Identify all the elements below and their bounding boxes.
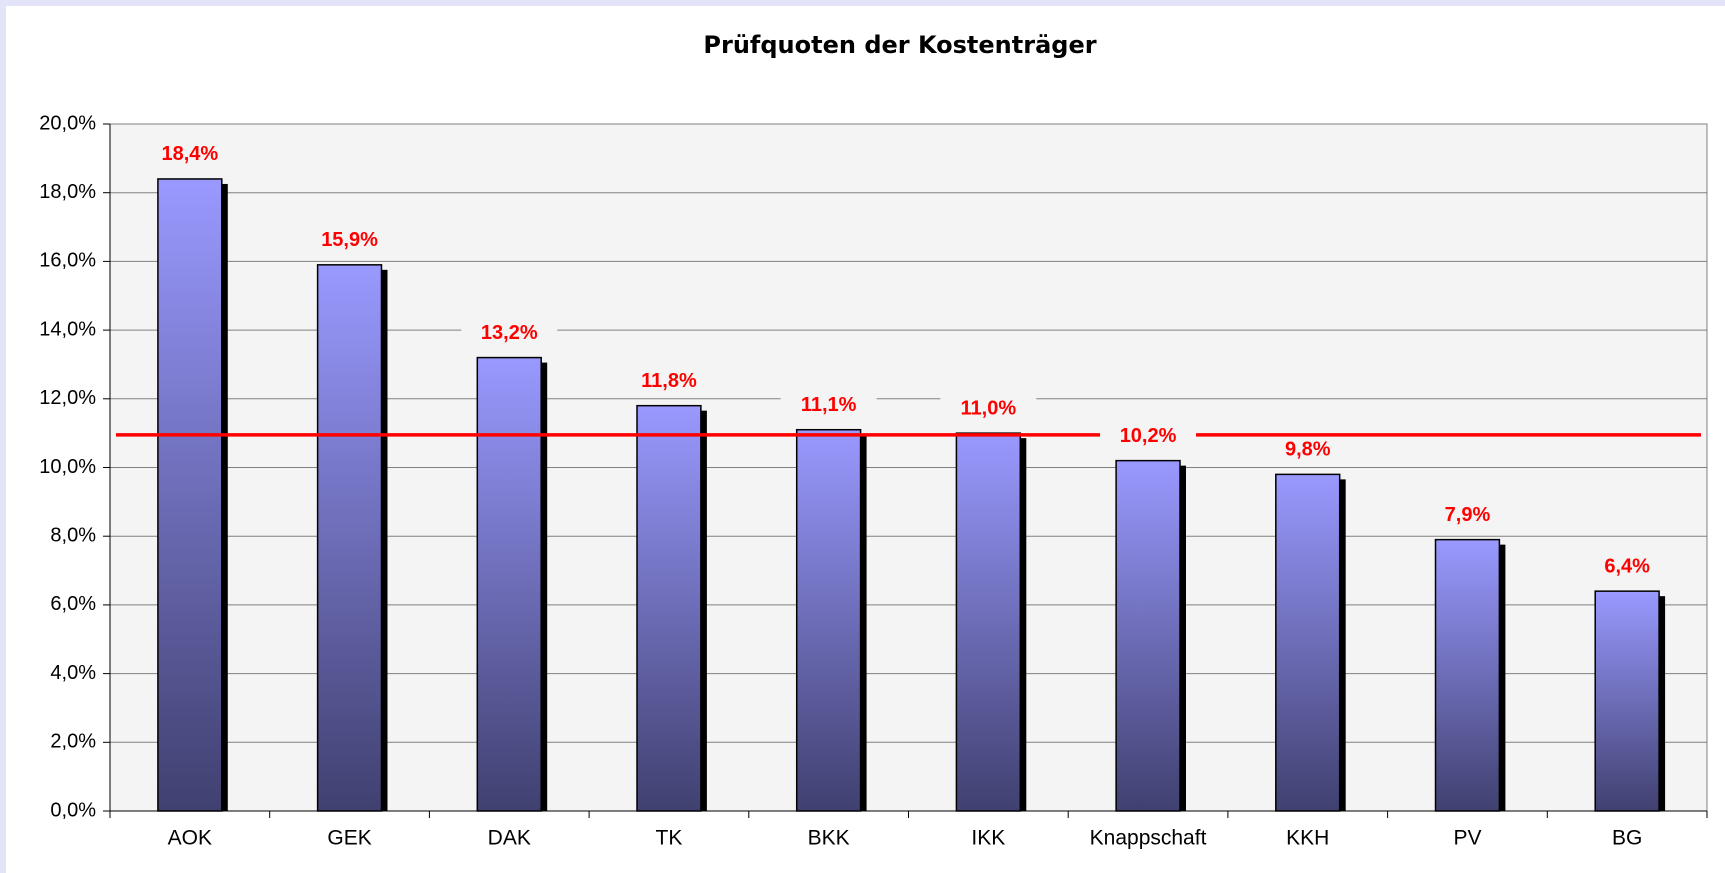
value-label: 7,9% (1445, 504, 1491, 526)
x-tick-label: Knappschaft (1090, 827, 1207, 850)
bar (316, 264, 383, 812)
y-tick-label: 10,0% (39, 456, 96, 478)
x-tick-label: AOK (168, 827, 212, 850)
x-tick-label: PV (1453, 827, 1481, 850)
value-label-bg (461, 320, 558, 347)
value-label-bg (141, 141, 238, 168)
bar (1594, 590, 1660, 812)
value-label: 11,0% (961, 397, 1017, 419)
value-label: 6,4% (1604, 555, 1650, 577)
bar (476, 356, 542, 812)
x-tick-label: BG (1612, 827, 1642, 850)
bar (1115, 459, 1181, 812)
bar (955, 432, 1022, 812)
value-label-bg (1100, 423, 1197, 450)
value-label: 15,9% (321, 229, 378, 251)
y-tick-label: 16,0% (39, 250, 96, 272)
y-tick-label: 14,0% (39, 318, 96, 340)
bar (1275, 473, 1341, 812)
x-tick-label: GEK (327, 827, 371, 850)
value-label: 9,8% (1285, 439, 1331, 461)
bar (636, 404, 702, 812)
y-tick-label: 2,0% (50, 731, 96, 753)
bar (795, 428, 862, 812)
value-label-bg (301, 227, 398, 254)
chart-title: Prüfquoten der Kostenträger (703, 31, 1096, 59)
bar (157, 178, 223, 812)
x-tick-label: KKH (1286, 827, 1329, 850)
value-label-bg (1419, 502, 1516, 529)
value-label: 11,8% (641, 370, 697, 392)
y-tick-label: 18,0% (39, 181, 96, 203)
y-tick-label: 0,0% (50, 799, 96, 821)
y-tick-label: 20,0% (39, 112, 96, 134)
value-label-bg (620, 368, 717, 395)
y-tick-label: 6,0% (50, 593, 96, 615)
x-tick-label: IKK (971, 827, 1005, 850)
value-label: 13,2% (481, 322, 538, 344)
value-label: 11,1% (801, 394, 857, 416)
value-label: 10,2% (1120, 425, 1177, 447)
x-tick-label: TK (656, 827, 683, 850)
value-label-bg (940, 396, 1037, 423)
value-label: 18,4% (161, 143, 218, 165)
x-tick-label: DAK (488, 827, 531, 850)
value-label-bg (1579, 554, 1676, 581)
value-label-bg (780, 392, 877, 419)
y-tick-label: 8,0% (50, 524, 96, 546)
x-tick-label: BKK (808, 827, 850, 850)
value-label-bg (1259, 437, 1356, 464)
bar (1434, 538, 1501, 812)
y-tick-label: 4,0% (50, 662, 96, 684)
y-tick-label: 12,0% (39, 387, 96, 409)
